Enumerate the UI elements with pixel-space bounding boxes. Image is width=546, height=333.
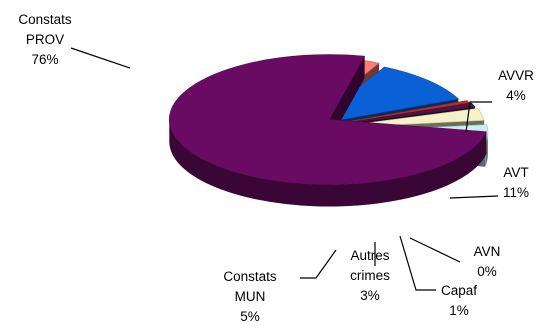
leader-line [465,101,492,133]
slice-name: Constats [223,269,277,284]
slice-name: Capaf [441,283,477,298]
slice-name: AVN [474,244,501,259]
slice-name: AVVR [498,68,534,83]
slice-value: 5% [240,309,260,324]
slice-name: AVT [503,165,528,180]
slice-label: AVT 11% [503,165,529,200]
labels-layer: Constats PROV 76% AVVR 4% AVT 11% AVN 0%Capaf 1% A… [18,12,534,324]
slice-outer-wall [169,119,487,207]
leader-line [399,235,436,291]
slice-value: 1% [449,303,469,318]
slice-name: MUN [235,289,266,304]
slice-label: Constats MUN 5% [223,269,277,324]
slice-value: 0% [477,264,497,279]
slice-value: 76% [31,52,58,67]
slice-label: Constats PROV 76% [18,12,72,67]
slice-outer-wall [485,132,488,167]
slice-name: PROV [26,32,64,47]
leader-line [300,249,337,279]
slice-top-avt [311,66,459,126]
pie-slice [169,54,487,207]
slice-value: 11% [503,185,529,200]
slice-label: AVVR 4% [498,68,534,103]
leader-lines [70,47,499,291]
slice-name: crimes [350,268,390,283]
slice-name: Autres [350,248,389,263]
slice-label: Capaf 1% [441,283,477,318]
slice-name: Constats [18,12,72,27]
slice-value: 4% [506,88,526,103]
slice-label: Autres crimes 3% [350,248,390,303]
leader-line [70,47,131,69]
slice-top-constats-prov [169,54,487,185]
leader-line [449,195,499,199]
slices-layer [169,54,489,207]
slice-label: AVN 0% [474,244,501,279]
slice-value: 3% [360,288,380,303]
slice-top-capaf [322,102,476,128]
leader-line [409,237,461,263]
